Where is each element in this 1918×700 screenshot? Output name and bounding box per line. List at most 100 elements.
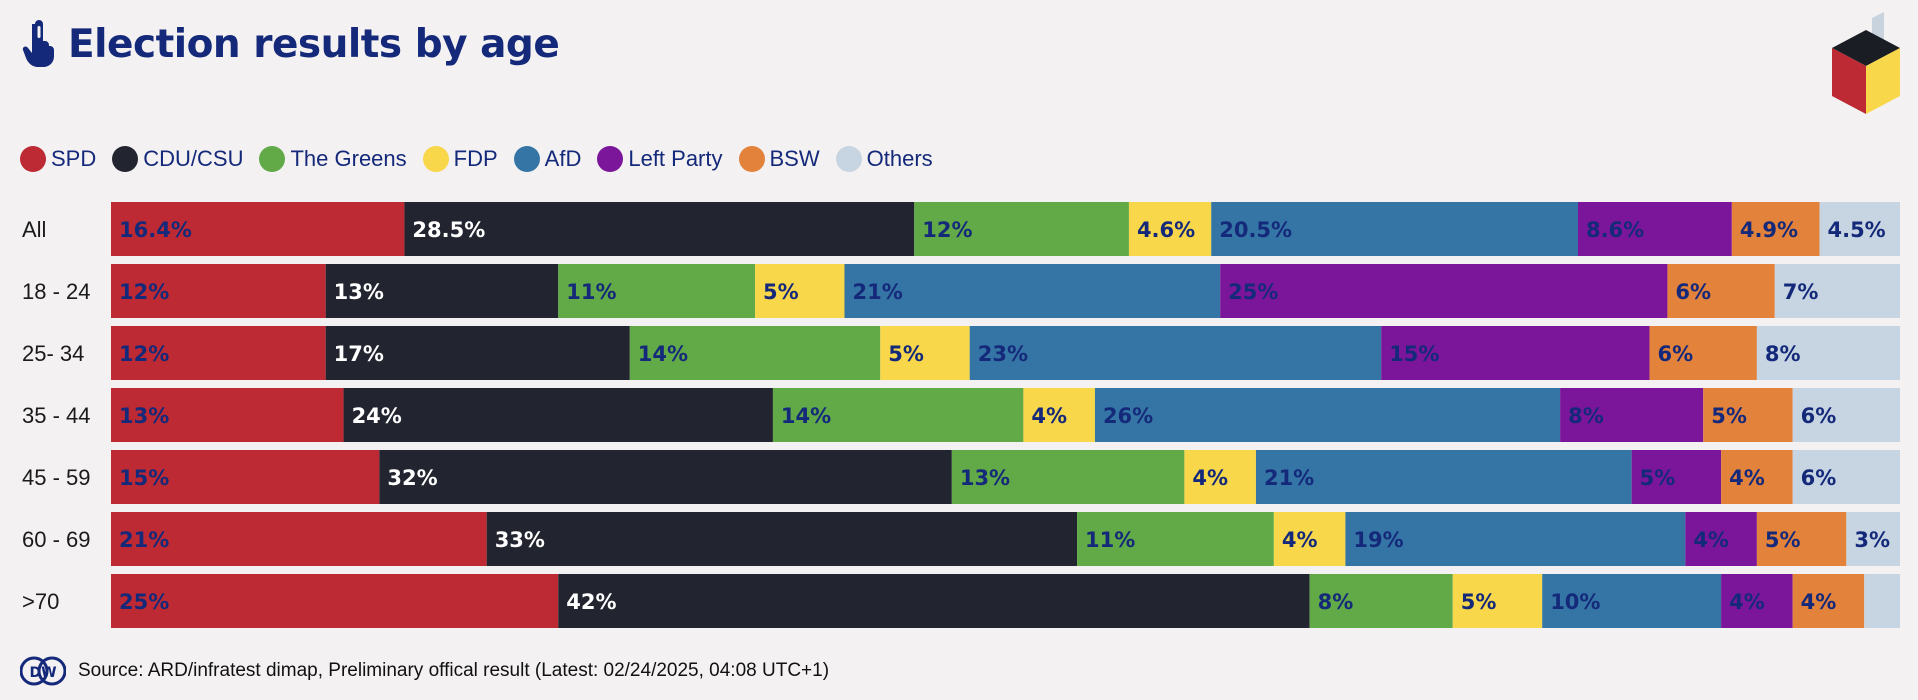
- data-label: 4.6%: [1137, 218, 1195, 242]
- bar-segment: [1345, 512, 1686, 566]
- bar-segment: [1211, 202, 1578, 256]
- bar-segment: [343, 388, 773, 442]
- bar-segment: [914, 202, 1129, 256]
- legend-swatch: [20, 146, 46, 172]
- row-label: 60 - 69: [22, 527, 91, 552]
- data-label: 12%: [922, 218, 972, 242]
- data-label: 15%: [1389, 342, 1439, 366]
- legend-label: AfD: [544, 146, 582, 171]
- data-label: 12%: [119, 280, 169, 304]
- data-label: 5%: [1640, 466, 1676, 490]
- legend-item: The Greens: [259, 146, 407, 172]
- bar-segment: [1023, 388, 1095, 442]
- data-label: 5%: [1711, 404, 1747, 428]
- bar-segment: [111, 264, 326, 318]
- data-label: 14%: [638, 342, 688, 366]
- bar-segment: [1774, 264, 1900, 318]
- bar-segment: [1255, 450, 1632, 504]
- bar-segment: [1792, 388, 1900, 442]
- bar-segment: [629, 326, 881, 380]
- bar-segment: [1721, 450, 1793, 504]
- data-label: 5%: [763, 280, 799, 304]
- bar-segment: [1381, 326, 1650, 380]
- data-label: 8.6%: [1586, 218, 1644, 242]
- bar-segment: [755, 264, 845, 318]
- bar-segment: [1094, 388, 1561, 442]
- row-label: 45 - 59: [22, 465, 91, 490]
- legend-label: Others: [866, 146, 933, 171]
- data-label: 4%: [1801, 590, 1837, 614]
- svg-text:DW: DW: [29, 665, 56, 681]
- legend-label: SPD: [51, 146, 97, 171]
- bar-segment: [1685, 512, 1757, 566]
- bar-segment: [1792, 450, 1900, 504]
- bar-segment: [111, 388, 344, 442]
- legend-item: FDP: [422, 146, 498, 172]
- data-label: 15%: [119, 466, 169, 490]
- data-label: 42%: [566, 590, 616, 614]
- data-label: 26%: [1103, 404, 1153, 428]
- legend-item: CDU/CSU: [112, 146, 243, 172]
- data-label: 4.9%: [1740, 218, 1798, 242]
- bar-segment: [1542, 574, 1722, 628]
- legend-label: Left Party: [628, 146, 723, 171]
- bar-segment: [558, 574, 1310, 628]
- bar-segment: [111, 326, 326, 380]
- data-label: 25%: [1228, 280, 1278, 304]
- bar-segment: [1273, 512, 1346, 566]
- data-label: 25%: [119, 590, 169, 614]
- bar-segment: [111, 450, 380, 504]
- data-label: 21%: [852, 280, 902, 304]
- bar-segment: [379, 450, 952, 504]
- legend-swatch: [597, 146, 624, 172]
- data-label: 23%: [978, 342, 1028, 366]
- bar-segment: [1649, 326, 1757, 380]
- data-label: 4%: [1031, 404, 1067, 428]
- bar-segment: [1631, 450, 1722, 504]
- data-label: 13%: [334, 280, 384, 304]
- bar-segment: [111, 574, 559, 628]
- data-label: 3%: [1854, 528, 1890, 552]
- bar-segment: [1756, 512, 1847, 566]
- bar-segment: [1452, 574, 1543, 628]
- data-label: 12%: [119, 342, 169, 366]
- row-label: >70: [22, 589, 59, 614]
- bar-segment: [951, 450, 1185, 504]
- data-label: 6%: [1801, 404, 1837, 428]
- data-label: 10%: [1550, 590, 1600, 614]
- legend-label: BSW: [769, 146, 820, 171]
- legend-swatch: [112, 146, 139, 172]
- legend-swatch: [835, 146, 862, 172]
- bar-segment: [880, 326, 970, 380]
- bar-segment: [1577, 202, 1732, 256]
- data-label: 11%: [1085, 528, 1135, 552]
- data-label: 4%: [1729, 466, 1765, 490]
- dw-logo-icon: DW: [20, 656, 66, 686]
- legend-swatch: [259, 146, 286, 172]
- legend-item: BSW: [738, 146, 820, 172]
- legend-label: CDU/CSU: [143, 146, 244, 171]
- bar-segment: [325, 264, 559, 318]
- data-label: 6%: [1658, 342, 1694, 366]
- bar-segment: [1819, 202, 1900, 256]
- legend: SPD CDU/CSU The Greens FDP AfD Left Party BSW O…: [20, 146, 949, 172]
- data-label: 8%: [1765, 342, 1801, 366]
- data-label: 19%: [1353, 528, 1403, 552]
- data-label: 28.5%: [412, 218, 485, 242]
- bar-segment: [1703, 388, 1793, 442]
- data-label: 13%: [960, 466, 1010, 490]
- bar-segment: [1560, 388, 1704, 442]
- legend-item: Others: [835, 146, 933, 172]
- bar-segment: [1731, 202, 1820, 256]
- stacked-bar-chart: All 16.4% 28.5% 12% 4.6% 20.5% 8.6% 4.9% 4.5% 18 …: [22, 202, 1900, 628]
- source-note: Source: ARD/infratest dimap, Preliminary…: [78, 660, 830, 681]
- data-label: 6%: [1675, 280, 1711, 304]
- legend-swatch: [738, 146, 765, 172]
- bar-segment: [772, 388, 1024, 442]
- data-label: 17%: [334, 342, 384, 366]
- data-label: 4%: [1693, 528, 1729, 552]
- bar-segment: [969, 326, 1382, 380]
- bar-segment: [1792, 574, 1865, 628]
- legend-swatch: [513, 146, 540, 172]
- hand-pointer-icon: [22, 20, 54, 67]
